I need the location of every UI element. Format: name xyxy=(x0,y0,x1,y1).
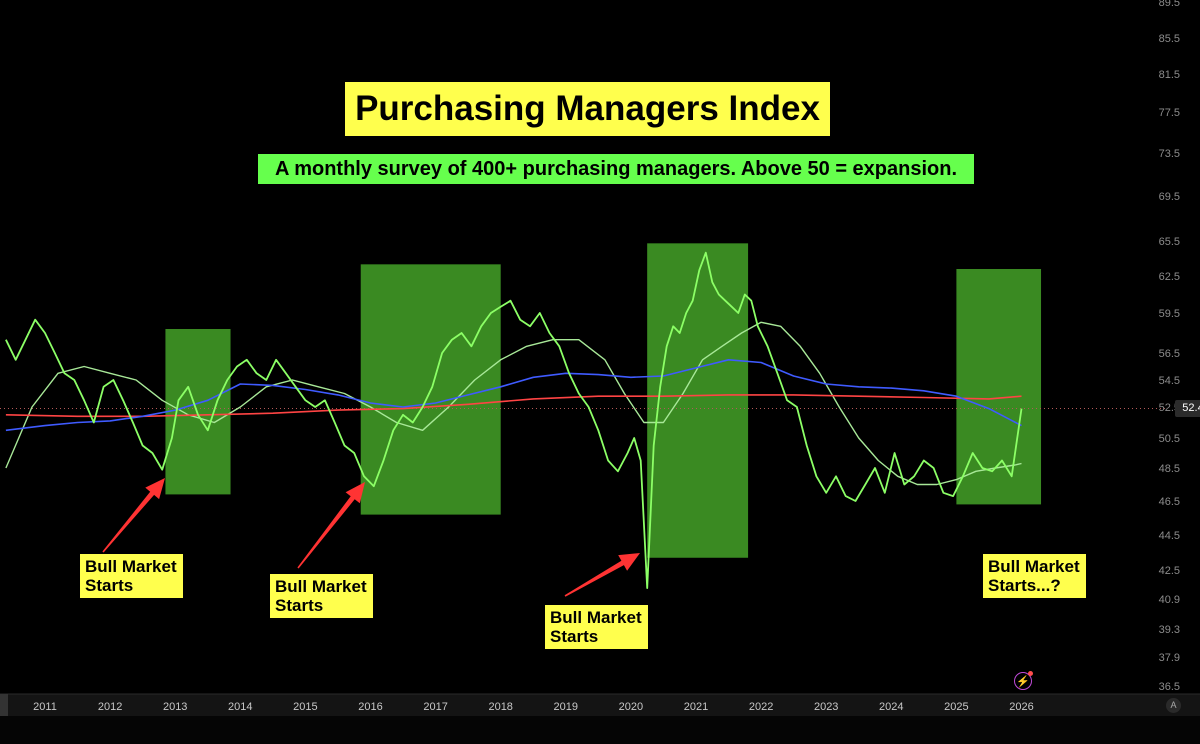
annotation-line: Bull Market xyxy=(275,577,367,596)
y-tick-label: 36.5 xyxy=(1159,681,1180,693)
annotation-line: Bull Market xyxy=(988,557,1080,576)
x-tick-label: 2015 xyxy=(293,701,317,713)
annotation-line: Bull Market xyxy=(85,557,177,576)
lightning-icon[interactable]: ⚡ xyxy=(1014,671,1033,690)
scroll-handle[interactable] xyxy=(0,694,8,716)
y-tick-label: 73.5 xyxy=(1159,148,1180,160)
x-tick-label: 2019 xyxy=(554,701,578,713)
chart-subtitle: A monthly survey of 400+ purchasing mana… xyxy=(258,154,974,184)
annotation-line: Starts xyxy=(275,596,324,615)
series-lines xyxy=(5,251,1023,589)
y-tick-label: 69.5 xyxy=(1159,191,1180,203)
x-tick-label: 2017 xyxy=(423,701,447,713)
annotation-arrow xyxy=(102,478,165,553)
x-tick-label: 2012 xyxy=(98,701,122,713)
footer-bar xyxy=(0,716,1200,744)
y-tick-label: 44.5 xyxy=(1159,530,1180,542)
y-axis[interactable]: 36.5 37.9 39.3 40.9 42.5 44.5 46.5 48.5 50.5 52.5… xyxy=(1159,0,1180,693)
y-tick-label: 40.9 xyxy=(1159,594,1180,606)
chart-title: Purchasing Managers Index xyxy=(345,82,830,136)
x-tick-label: 2013 xyxy=(163,701,187,713)
medium-moving-average-line xyxy=(5,358,1022,432)
x-tick-label: 2023 xyxy=(814,701,838,713)
y-tick-label: 65.5 xyxy=(1159,236,1180,248)
annotation-arrow xyxy=(297,482,365,569)
y-tick-label: 37.9 xyxy=(1159,652,1180,664)
annotation-bull-market-3: Bull Market Starts xyxy=(545,605,648,649)
pmi-series-line xyxy=(5,251,1023,589)
x-tick-label: 2021 xyxy=(684,701,708,713)
y-tick-label: 52.5 xyxy=(1159,402,1180,414)
y-tick-label: 48.5 xyxy=(1159,463,1180,475)
x-tick-label: 2026 xyxy=(1009,701,1033,713)
highlight-zones xyxy=(165,243,1042,558)
x-tick-label: 2022 xyxy=(749,701,773,713)
y-tick-label: 77.5 xyxy=(1159,107,1180,119)
y-tick-label: 56.5 xyxy=(1159,348,1180,360)
x-tick-label: 2016 xyxy=(358,701,382,713)
y-tick-label: 62.5 xyxy=(1159,271,1180,283)
annotation-bull-market-2: Bull Market Starts xyxy=(270,574,373,618)
x-axis[interactable]: 2011 2012 2013 2014 2015 2016 2017 2018 2019 2020… xyxy=(33,701,1034,713)
x-tick-label: 2014 xyxy=(228,701,252,713)
annotation-bull-market-1: Bull Market Starts xyxy=(80,554,183,598)
x-tick-label: 2011 xyxy=(33,701,57,713)
highlight-zone xyxy=(165,329,231,495)
annotation-line: Bull Market xyxy=(550,608,642,627)
annotation-arrows xyxy=(102,478,640,597)
x-tick-label: 2020 xyxy=(619,701,643,713)
highlight-zone xyxy=(647,243,749,558)
y-tick-label: 54.5 xyxy=(1159,375,1180,387)
slow-moving-average-line xyxy=(5,394,1022,418)
x-axis-background xyxy=(0,694,1200,716)
y-tick-label: 85.5 xyxy=(1159,33,1180,45)
annotation-line: Starts xyxy=(550,627,599,646)
x-tick-label: 2018 xyxy=(488,701,512,713)
y-tick-label: 42.5 xyxy=(1159,565,1180,577)
y-tick-label: 81.5 xyxy=(1159,69,1180,81)
x-tick-label: 2025 xyxy=(944,701,968,713)
current-value-label: 52.4 xyxy=(1175,400,1200,417)
annotation-bull-market-4: Bull Market Starts...? xyxy=(983,554,1086,598)
y-tick-label: 50.5 xyxy=(1159,433,1180,445)
highlight-zone xyxy=(956,269,1042,505)
auto-scale-icon[interactable]: A xyxy=(1166,698,1181,713)
x-tick-label: 2024 xyxy=(879,701,903,713)
annotation-line: Starts xyxy=(85,576,134,595)
annotation-line: Starts...? xyxy=(988,576,1061,595)
fast-moving-average-line xyxy=(5,321,1022,486)
y-tick-label: 89.5 xyxy=(1159,0,1180,9)
y-tick-label: 39.3 xyxy=(1159,624,1180,636)
annotation-arrow xyxy=(564,553,640,597)
y-tick-label: 46.5 xyxy=(1159,496,1180,508)
y-tick-label: 59.5 xyxy=(1159,308,1180,320)
